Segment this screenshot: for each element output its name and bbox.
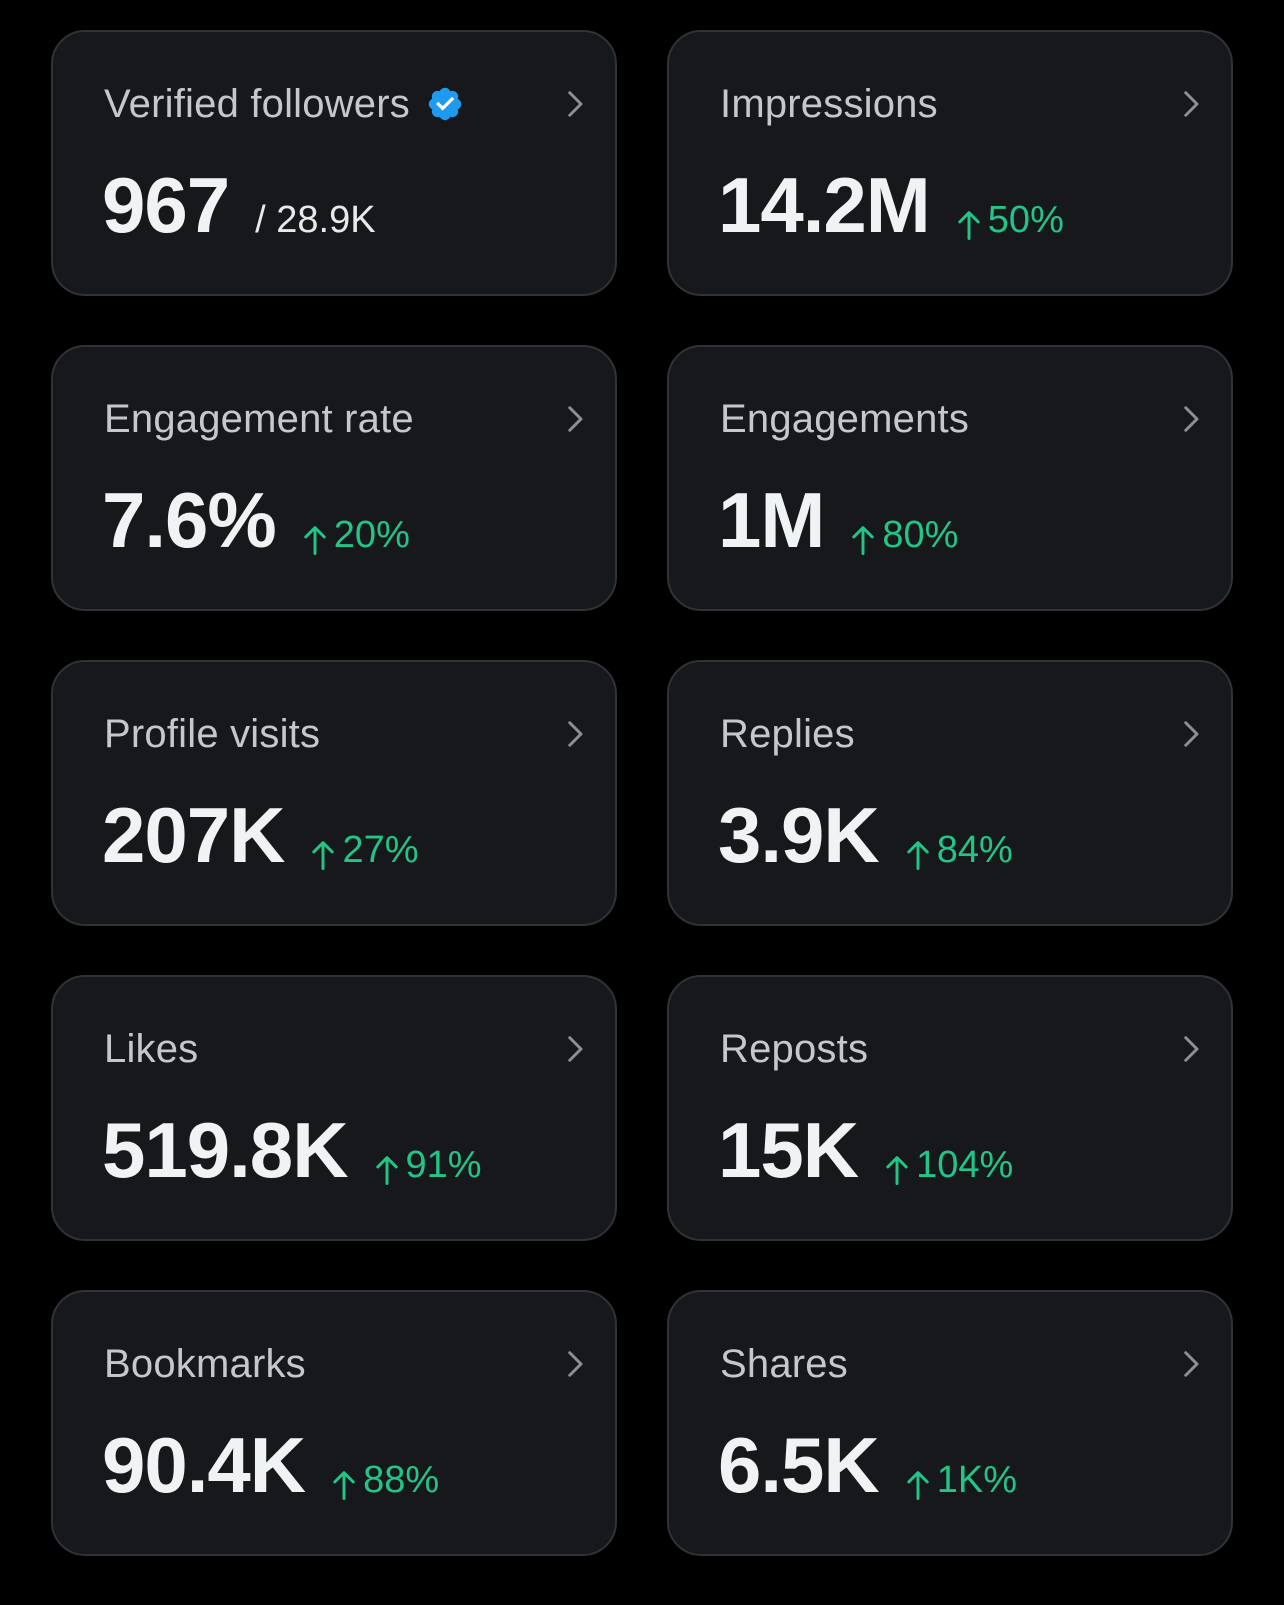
metric-value: 15K xyxy=(718,1106,859,1194)
metric-values: 90.4K 88% xyxy=(102,1420,439,1511)
card-header: Impressions xyxy=(720,80,938,128)
arrow-up-icon xyxy=(958,210,980,240)
metric-change: 91% xyxy=(374,1144,482,1187)
arrow-up-icon xyxy=(907,1470,929,1500)
chevron-right-icon[interactable] xyxy=(557,1346,593,1382)
verified-badge-icon xyxy=(428,87,462,121)
card-header: Reposts xyxy=(720,1025,868,1073)
metric-label: Shares xyxy=(720,1341,848,1386)
metric-change-value: 91% xyxy=(405,1144,482,1186)
metric-change-value: 104% xyxy=(916,1144,1014,1186)
chevron-right-icon[interactable] xyxy=(557,716,593,752)
metric-change: 20% xyxy=(302,514,410,557)
metric-card-replies[interactable]: Replies 3.9K 84% xyxy=(667,660,1233,926)
metric-change-value: 27% xyxy=(342,829,419,871)
card-header: Bookmarks xyxy=(104,1340,306,1388)
card-header: Likes xyxy=(104,1025,198,1073)
chevron-right-icon[interactable] xyxy=(1173,86,1209,122)
metric-values: 15K 104% xyxy=(718,1105,1013,1196)
metric-card-verified-followers[interactable]: Verified followers 967 / 28.9K xyxy=(51,30,617,296)
metric-values: 14.2M 50% xyxy=(718,160,1064,251)
metric-value: 1M xyxy=(718,476,825,564)
metric-value: 7.6% xyxy=(102,476,277,564)
arrow-up-icon xyxy=(886,1155,908,1185)
metric-change-value: 20% xyxy=(333,514,410,556)
arrow-up-icon xyxy=(852,525,875,555)
metric-value: 14.2M xyxy=(718,161,931,249)
metric-label: Likes xyxy=(104,1026,199,1071)
card-header: Verified followers xyxy=(104,80,464,128)
metric-label: Reposts xyxy=(720,1026,869,1071)
metrics-grid: Verified followers 967 / 28.9K Impressio… xyxy=(51,30,1233,1556)
arrow-up-icon xyxy=(907,840,929,870)
metric-card-shares[interactable]: Shares 6.5K 1K% xyxy=(667,1290,1233,1556)
metric-card-engagements[interactable]: Engagements 1M 80% xyxy=(667,345,1233,611)
card-header: Engagement rate xyxy=(104,395,414,443)
metric-value: 3.9K xyxy=(718,791,880,879)
metric-label: Verified followers xyxy=(104,81,410,126)
metric-card-likes[interactable]: Likes 519.8K 91% xyxy=(51,975,617,1241)
chevron-right-icon[interactable] xyxy=(1173,1031,1209,1067)
card-header: Shares xyxy=(720,1340,848,1388)
metric-change: 50% xyxy=(956,199,1064,242)
metric-label: Engagement rate xyxy=(104,396,414,441)
metric-change: 80% xyxy=(850,514,958,557)
card-header: Engagements xyxy=(720,395,969,443)
metric-values: 519.8K 91% xyxy=(102,1105,482,1196)
metric-change-value: 80% xyxy=(882,514,959,556)
metric-value: 967 xyxy=(102,161,230,249)
metric-change: 27% xyxy=(310,829,419,872)
card-header: Replies xyxy=(720,710,855,758)
metric-card-profile-visits[interactable]: Profile visits 207K 27% xyxy=(51,660,617,926)
metric-values: 7.6% 20% xyxy=(102,475,410,566)
chevron-right-icon[interactable] xyxy=(557,1031,593,1067)
metric-change: 84% xyxy=(905,829,1013,872)
metric-total: / 28.9K xyxy=(255,199,376,241)
metric-change-value: 50% xyxy=(987,199,1064,241)
metric-values: 207K 27% xyxy=(102,790,419,881)
chevron-right-icon[interactable] xyxy=(557,86,593,122)
metric-card-bookmarks[interactable]: Bookmarks 90.4K 88% xyxy=(51,1290,617,1556)
metric-change: 104% xyxy=(884,1144,1013,1187)
chevron-right-icon[interactable] xyxy=(557,401,593,437)
metric-change-value: 1K% xyxy=(936,1459,1018,1501)
metric-card-engagement-rate[interactable]: Engagement rate 7.6% 20% xyxy=(51,345,617,611)
metric-value: 90.4K xyxy=(102,1421,306,1509)
metric-change-value: 88% xyxy=(363,1459,440,1501)
metric-label: Engagements xyxy=(720,396,970,441)
metric-card-reposts[interactable]: Reposts 15K 104% xyxy=(667,975,1233,1241)
arrow-up-icon xyxy=(333,1470,355,1500)
metric-value: 207K xyxy=(102,791,285,879)
metric-card-impressions[interactable]: Impressions 14.2M 50% xyxy=(667,30,1233,296)
chevron-right-icon[interactable] xyxy=(1173,1346,1209,1382)
metric-values: 3.9K 84% xyxy=(718,790,1013,881)
metric-label: Impressions xyxy=(720,81,938,126)
metric-change-value: 84% xyxy=(936,829,1013,871)
metric-change: 88% xyxy=(331,1459,439,1502)
metric-label: Bookmarks xyxy=(104,1341,306,1386)
metric-label: Profile visits xyxy=(104,711,321,756)
metric-values: 6.5K 1K% xyxy=(718,1420,1017,1511)
chevron-right-icon[interactable] xyxy=(1173,401,1209,437)
metric-value: 6.5K xyxy=(718,1421,880,1509)
card-header: Profile visits xyxy=(104,710,320,758)
arrow-up-icon xyxy=(312,840,335,870)
metric-change: 1K% xyxy=(905,1459,1017,1502)
arrow-up-icon xyxy=(375,1155,398,1185)
chevron-right-icon[interactable] xyxy=(1173,716,1209,752)
metric-values: 967 / 28.9K xyxy=(102,160,376,251)
metric-label: Replies xyxy=(720,711,855,756)
metric-value: 519.8K xyxy=(102,1106,349,1194)
metric-values: 1M 80% xyxy=(718,475,958,566)
arrow-up-icon xyxy=(304,525,326,555)
